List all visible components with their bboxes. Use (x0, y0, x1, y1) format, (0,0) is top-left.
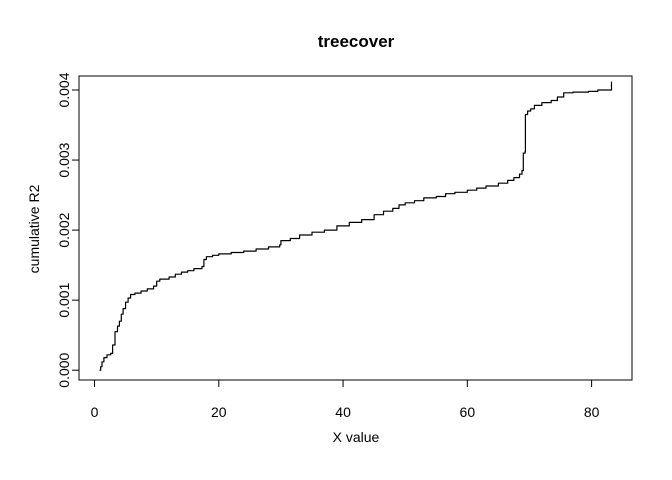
y-tick-label: 0.003 (56, 142, 72, 177)
x-tick-label: 60 (460, 404, 476, 420)
y-tick-label: 0.001 (56, 282, 72, 317)
x-axis: 0 20 40 60 80 (91, 380, 600, 420)
y-tick-label: 0.000 (56, 352, 72, 387)
x-tick-label: 0 (91, 404, 99, 420)
y-axis: 0.000 0.001 0.002 0.003 0.004 (56, 72, 79, 388)
y-tick-label: 0.002 (56, 212, 72, 247)
plot-frame (78, 75, 633, 381)
series-line (99, 81, 613, 371)
x-axis-title: X value (333, 429, 380, 445)
series-layer (99, 81, 613, 371)
x-tick-label: 80 (584, 404, 600, 420)
chart-title: treecover (318, 32, 395, 51)
y-axis-title: cumulative R2 (26, 184, 42, 273)
x-tick-label: 20 (211, 404, 227, 420)
x-tick-label: 40 (335, 404, 351, 420)
y-tick-label: 0.004 (56, 72, 72, 107)
